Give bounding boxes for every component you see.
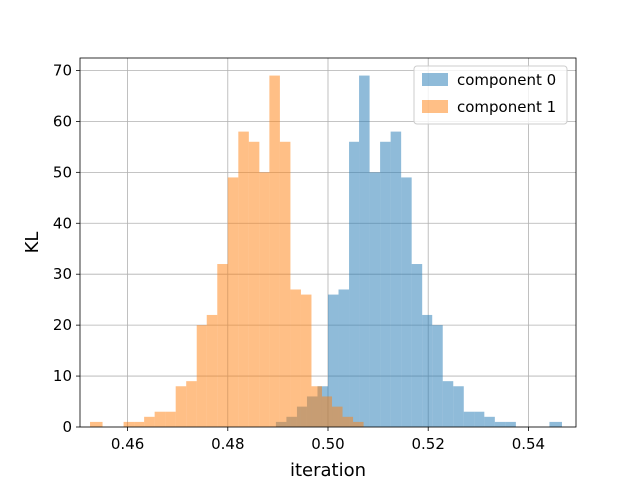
histogram-bar	[290, 289, 301, 427]
x-tick-label: 0.52	[411, 435, 444, 453]
histogram-bar	[411, 264, 423, 427]
histogram-bar	[144, 416, 155, 427]
histogram-bar	[175, 386, 187, 427]
histogram-bar	[332, 406, 343, 427]
legend-swatch	[422, 73, 448, 86]
legend-label: component 0	[457, 71, 556, 89]
legend-swatch	[422, 100, 448, 113]
y-tick-label: 50	[53, 163, 72, 181]
histogram-bar	[123, 421, 135, 427]
histogram-bar	[300, 294, 312, 427]
x-axis-label: iteration	[290, 460, 366, 480]
histogram-bar	[432, 325, 443, 427]
y-tick-label: 10	[53, 367, 72, 385]
histogram-bar	[186, 381, 197, 427]
histogram-bar	[494, 421, 506, 427]
y-tick-label: 40	[53, 214, 72, 232]
y-axis-ticks: 0 10 20 30 40 50 60 70	[53, 61, 80, 436]
histogram-bar	[90, 421, 103, 427]
histogram-bar	[259, 172, 270, 427]
histogram-bar	[311, 386, 322, 427]
histogram-bar	[328, 294, 339, 427]
x-tick-label: 0.54	[512, 435, 545, 453]
legend: component 0 component 1	[413, 65, 568, 125]
histogram-bar	[196, 325, 207, 427]
histogram-bar	[134, 421, 145, 427]
histogram-bar	[349, 141, 360, 428]
histogram-bar	[549, 421, 562, 427]
legend-label: component 1	[457, 98, 556, 116]
histogram-bar	[217, 264, 228, 427]
histogram-bar	[165, 411, 176, 427]
histogram-bar	[206, 314, 218, 427]
histogram-bar	[342, 416, 354, 427]
histogram-bar	[453, 386, 464, 427]
y-tick-label: 30	[53, 265, 72, 283]
histogram-bar	[269, 75, 280, 428]
histogram-bar	[484, 416, 495, 427]
y-axis-label: KL	[22, 232, 43, 254]
x-tick-label: 0.48	[211, 435, 244, 453]
histogram-bar	[227, 177, 239, 427]
histogram-bar	[154, 411, 166, 427]
histogram-bars	[90, 75, 562, 428]
histogram-bar	[279, 141, 291, 428]
histogram-bar	[321, 396, 333, 427]
legend-box	[413, 65, 568, 125]
x-tick-label: 0.46	[111, 435, 144, 453]
y-tick-label: 20	[53, 316, 72, 334]
histogram-bar	[353, 421, 364, 427]
histogram-bar	[359, 75, 370, 428]
y-tick-label: 0	[62, 418, 72, 436]
x-axis-ticks: 0.46 0.48 0.50 0.52 0.54	[111, 427, 545, 453]
x-tick-label: 0.50	[311, 435, 344, 453]
histogram-bar	[463, 411, 475, 427]
histogram-bar	[401, 177, 412, 427]
histogram-bar	[380, 141, 391, 428]
histogram-bar	[369, 172, 381, 427]
y-tick-label: 70	[53, 61, 72, 79]
histogram-bar	[474, 411, 485, 427]
histogram-bar	[390, 131, 402, 428]
histogram-bar	[442, 381, 454, 427]
histogram-bar	[505, 421, 516, 427]
histogram-bar	[422, 314, 433, 427]
histogram-bar	[248, 141, 260, 428]
histogram-bar	[338, 289, 350, 427]
y-tick-label: 60	[53, 112, 72, 130]
histogram-bar	[238, 131, 249, 428]
series-1-bars	[90, 75, 364, 428]
